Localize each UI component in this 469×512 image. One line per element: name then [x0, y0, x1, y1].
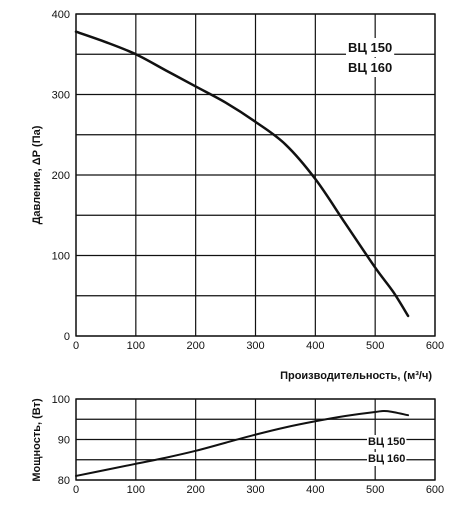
- bottom-x-tick-label: 200: [186, 484, 204, 496]
- bottom-plot-frame: [75, 398, 436, 481]
- bottom-model-label-1-bg: [367, 435, 407, 449]
- bottom-series-line-0: [75, 409, 410, 477]
- bottom-x-tick-label: 0: [73, 484, 79, 496]
- top-y-tick-label: 0: [64, 331, 70, 343]
- top-y-tick-label: 200: [52, 170, 70, 182]
- top-x-tick-label: 300: [246, 340, 264, 352]
- top-x-tick-label: 200: [186, 340, 204, 352]
- top-y-tick-label: 100: [52, 251, 70, 263]
- top-x-tick-label: 600: [426, 340, 444, 352]
- top-model-label-2: ВЦ 160: [348, 60, 392, 75]
- bottom-x-tick-label: 600: [426, 484, 444, 496]
- bottom-y-axis-label: Мощность, (Вт): [31, 398, 43, 482]
- top-model-label-2-bg: [346, 58, 395, 77]
- top-y-axis-label: Давление, ΔР (Па): [31, 125, 43, 224]
- top-x-tick-label: 100: [127, 340, 145, 352]
- bottom-model-label-2-bg: [367, 452, 407, 466]
- top-y-tick-label: 300: [52, 90, 70, 102]
- top-x-tick-label: 400: [306, 340, 324, 352]
- bottom-x-tick-label: 400: [306, 484, 324, 496]
- bottom-x-tick-label: 300: [246, 484, 264, 496]
- bottom-y-tick-label: 90: [58, 435, 70, 447]
- top-model-label-1-bg: [346, 38, 395, 57]
- bottom-model-label-1: ВЦ 150: [368, 436, 405, 448]
- top-plot-frame: [75, 13, 436, 337]
- top-x-tick-label: 0: [73, 340, 79, 352]
- top-x-axis-label: Производительность, (м³/ч): [280, 370, 432, 382]
- top-model-label-1: ВЦ 150: [348, 40, 392, 55]
- bottom-x-tick-label: 100: [127, 484, 145, 496]
- top-x-tick-label: 500: [366, 340, 384, 352]
- bottom-model-label-2: ВЦ 160: [368, 453, 405, 465]
- bottom-y-tick-label: 100: [52, 394, 70, 406]
- bottom-y-tick-label: 80: [58, 475, 70, 487]
- top-y-tick-label: 400: [52, 9, 70, 21]
- bottom-x-tick-label: 500: [366, 484, 384, 496]
- top-series-line-0: [74, 30, 410, 318]
